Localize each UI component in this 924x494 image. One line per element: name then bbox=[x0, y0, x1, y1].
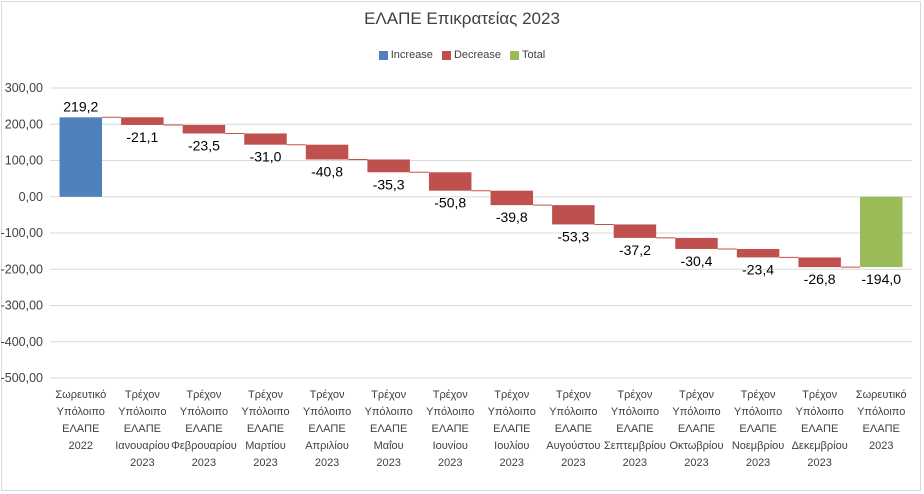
bar-decrease bbox=[121, 117, 164, 125]
bar-total bbox=[859, 196, 903, 268]
data-label: -39,8 bbox=[496, 209, 528, 225]
x-category-label: Τρέχον Υπόλοιπο ΕΛΑΠΕ Μαΐου 2023 bbox=[365, 389, 413, 469]
x-category-label: Τρέχον Υπόλοιπο ΕΛΑΠΕ Οκτωβρίου 2023 bbox=[670, 389, 724, 469]
legend-swatch-total bbox=[510, 50, 520, 60]
bar-decrease bbox=[552, 205, 595, 225]
data-label: -53,3 bbox=[557, 228, 589, 244]
x-category-label: Τρέχον Υπόλοιπο ΕΛΑΠΕ Ιουνίου 2023 bbox=[426, 389, 474, 469]
y-tick-label: 200,00 bbox=[5, 117, 43, 131]
data-label: -35,3 bbox=[373, 176, 405, 192]
legend-item-decrease: Decrease bbox=[441, 49, 502, 61]
x-category-label: Τρέχον Υπόλοιπο ΕΛΑΠΕ Μαρτίου 2023 bbox=[241, 389, 289, 469]
data-label: -23,5 bbox=[188, 137, 220, 153]
data-label: -194,0 bbox=[861, 271, 901, 287]
x-category-label: Τρέχον Υπόλοιπο ΕΛΑΠΕ Σεπτεμβρίου 2023 bbox=[604, 389, 666, 469]
x-category-label: Τρέχον Υπόλοιπο ΕΛΑΠΕ Απριλίου 2023 bbox=[303, 389, 351, 469]
x-category-label: Σωρευτικό Υπόλοιπο ΕΛΑΠΕ 2023 bbox=[856, 389, 907, 452]
bar-decrease bbox=[798, 257, 841, 268]
x-category-label: Σωρευτικό Υπόλοιπο ΕΛΑΠΕ 2022 bbox=[55, 389, 106, 452]
bar-decrease bbox=[428, 172, 472, 191]
legend: Increase Decrease Total bbox=[0, 49, 924, 61]
bar-decrease bbox=[675, 237, 718, 249]
y-tick-label: -500,00 bbox=[1, 371, 43, 385]
chart-title: ΕΛΑΠΕ Επικρατείας 2023 bbox=[364, 9, 560, 28]
legend-label-increase: Increase bbox=[390, 49, 433, 61]
data-label: -30,4 bbox=[681, 253, 713, 269]
data-label: -50,8 bbox=[434, 195, 466, 211]
x-category-label: Τρέχον Υπόλοιπο ΕΛΑΠΕ Δεκεμβρίου 2023 bbox=[792, 389, 848, 469]
y-tick-label: 0,00 bbox=[19, 190, 43, 204]
bar-decrease bbox=[244, 133, 287, 145]
x-category-label: Τρέχον Υπόλοιπο ΕΛΑΠΕ Φεβρουαρίου 2023 bbox=[171, 389, 237, 469]
y-tick-label: -200,00 bbox=[1, 262, 43, 276]
x-category-label: Τρέχον Υπόλοιπο ΕΛΑΠΕ Νοεμβρίου 2023 bbox=[732, 389, 784, 469]
bar-decrease bbox=[613, 224, 657, 238]
legend-item-total: Total bbox=[510, 49, 545, 61]
bar-decrease bbox=[182, 124, 226, 134]
legend-swatch-increase bbox=[378, 50, 388, 60]
y-tick-label: -400,00 bbox=[1, 335, 43, 349]
data-label: -40,8 bbox=[311, 163, 343, 179]
bar-decrease bbox=[305, 144, 349, 160]
bar-decrease bbox=[736, 248, 780, 258]
y-tick-label: -100,00 bbox=[1, 226, 43, 240]
legend-swatch-decrease bbox=[441, 50, 451, 60]
x-category-label: Τρέχον Υπόλοιπο ΕΛΑΠΕ Ιανουαρίου 2023 bbox=[115, 389, 169, 469]
data-label: 219,2 bbox=[63, 98, 98, 114]
bar-decrease bbox=[367, 159, 410, 173]
bar-increase bbox=[59, 117, 103, 197]
x-category-label: Τρέχον Υπόλοιπο ΕΛΑΠΕ Ιουλίου 2023 bbox=[488, 389, 536, 469]
y-tick-label: 100,00 bbox=[5, 154, 43, 168]
data-label: -26,8 bbox=[804, 271, 836, 287]
bar-decrease bbox=[490, 190, 534, 206]
legend-label-total: Total bbox=[522, 49, 546, 61]
data-label: -23,4 bbox=[742, 261, 774, 277]
data-label: -31,0 bbox=[250, 149, 282, 165]
data-label: -37,2 bbox=[619, 242, 651, 258]
y-tick-label: 300,00 bbox=[5, 81, 43, 95]
legend-item-increase: Increase bbox=[378, 49, 433, 61]
legend-label-decrease: Decrease bbox=[453, 49, 502, 61]
data-label: -21,1 bbox=[126, 129, 158, 145]
x-category-label: Τρέχον Υπόλοιπο ΕΛΑΠΕ Αυγούστου 2023 bbox=[546, 389, 600, 469]
y-tick-label: -300,00 bbox=[1, 299, 43, 313]
